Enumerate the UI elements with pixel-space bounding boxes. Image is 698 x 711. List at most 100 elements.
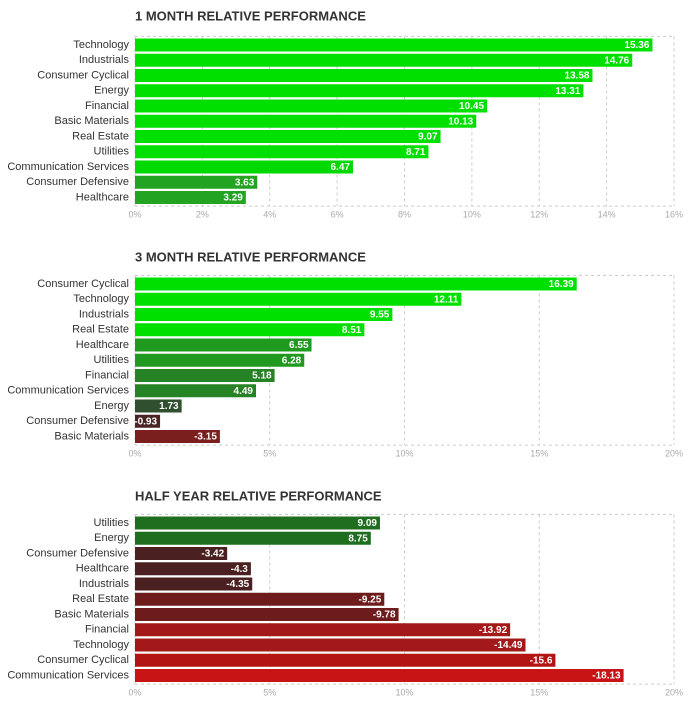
bar [135,292,462,306]
x-tick-label: 5% [263,449,276,459]
value-label: 9.07 [418,132,438,143]
category-label: Basic Materials [54,430,129,442]
value-label: -9.25 [358,594,381,605]
category-label: Financial [85,100,129,112]
bar [135,669,624,682]
category-label: Communication Services [7,161,129,173]
bar [135,160,353,174]
bar [135,277,577,291]
category-label: Industrials [79,308,130,320]
bar [135,84,584,98]
category-label: Healthcare [76,563,129,575]
value-label: 14.76 [604,55,629,66]
x-tick-label: 0% [128,688,141,698]
x-tick-label: 20% [665,688,683,698]
bar [135,531,371,545]
bar [135,369,275,382]
category-label: Consumer Cyclical [37,278,129,290]
category-label: Technology [73,39,129,51]
bar [135,638,526,652]
bar [135,592,385,606]
value-label: 4.49 [234,386,254,397]
value-label: 6.55 [289,340,309,351]
category-label: Technology [73,639,129,651]
chart-title: HALF YEAR RELATIVE PERFORMANCE [135,488,382,503]
category-label: Financial [85,369,129,381]
bar [135,323,365,337]
value-label: 1.73 [159,401,179,412]
value-label: 6.28 [282,355,302,366]
x-tick-label: 12% [530,210,548,220]
x-tick-label: 0% [128,449,141,459]
value-label: 16.39 [549,279,574,290]
bar [135,577,253,591]
value-label: 10.45 [459,101,484,112]
category-label: Healthcare [76,339,129,351]
category-label: Utilities [94,517,130,529]
value-label: 5.18 [252,371,272,382]
value-label: 8.71 [406,147,426,158]
value-label: -13.92 [479,625,508,636]
category-label: Energy [94,85,129,97]
value-label: -4.35 [226,579,249,590]
category-label: Consumer Defensive [26,176,129,188]
bar [135,562,251,576]
chart-title: 1 MONTH RELATIVE PERFORMANCE [135,8,366,23]
value-label: 8.75 [348,533,368,544]
category-label: Real Estate [72,324,129,336]
value-label: -14.49 [494,640,523,651]
value-label: -18.13 [592,671,621,682]
bar [135,353,305,367]
bar [135,53,633,67]
value-label: 8.51 [342,325,362,336]
category-label: Technology [73,293,129,305]
bar [135,99,488,113]
category-label: Consumer Cyclical [37,654,129,666]
category-label: Communication Services [7,669,129,681]
category-label: Consumer Defensive [26,547,129,559]
category-label: Communication Services [7,385,129,397]
x-tick-label: 4% [263,210,276,220]
bar [135,516,380,530]
category-label: Real Estate [72,593,129,605]
bar [135,414,161,428]
x-tick-label: 16% [665,210,683,220]
x-tick-label: 10% [463,210,481,220]
bar [135,653,556,667]
value-label: 12.11 [434,294,459,305]
value-label: 15.36 [624,40,649,51]
bar [135,430,220,443]
bar [135,399,182,413]
value-label: -15.6 [530,655,553,666]
value-label: 9.09 [358,518,378,529]
bar [135,547,228,560]
category-label: Industrials [79,578,130,590]
x-tick-label: 8% [398,210,411,220]
bar [135,308,393,321]
value-label: -4.3 [231,564,249,575]
category-label: Consumer Defensive [26,415,129,427]
x-tick-label: 10% [395,688,413,698]
bar [135,175,258,189]
x-tick-label: 10% [395,449,413,459]
value-label: -9.78 [373,610,396,621]
bar [135,114,477,128]
category-label: Consumer Cyclical [37,69,129,81]
x-tick-label: 15% [530,688,548,698]
bar [135,191,246,204]
x-tick-label: 2% [196,210,209,220]
x-tick-label: 6% [331,210,344,220]
bar [135,338,312,352]
value-label: 3.63 [235,177,255,188]
value-label: -0.93 [134,416,157,427]
bar [135,608,399,621]
category-label: Energy [94,400,129,412]
category-label: Healthcare [76,191,129,203]
value-label: 13.58 [564,71,589,82]
value-label: 9.55 [370,310,390,321]
x-tick-label: 14% [598,210,616,220]
value-label: -3.15 [194,432,217,443]
value-label: 3.29 [223,193,243,204]
bar [135,38,653,52]
category-label: Utilities [94,146,130,158]
